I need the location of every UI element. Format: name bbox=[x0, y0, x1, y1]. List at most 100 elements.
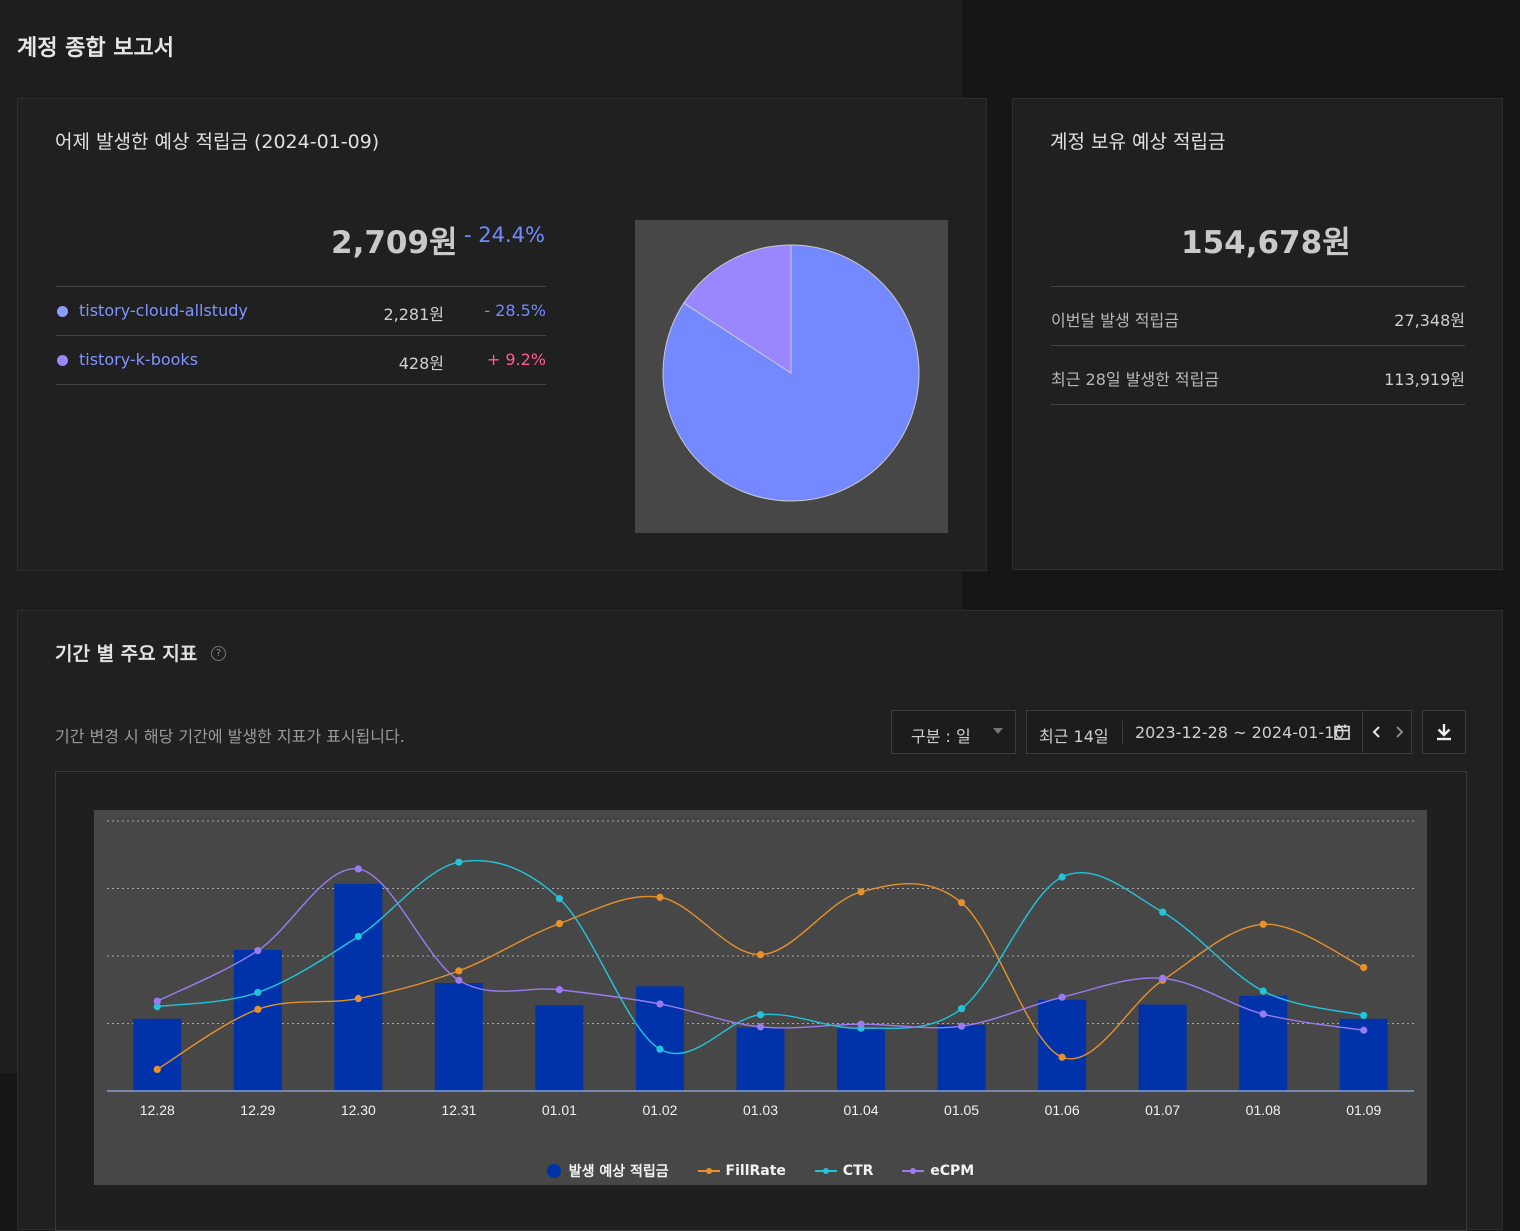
line-point[interactable] bbox=[656, 1000, 664, 1008]
account-list: tistory-cloud-allstudy 2,281원 - 28.5% ti… bbox=[56, 286, 546, 385]
bar[interactable] bbox=[334, 883, 383, 1091]
line-point[interactable] bbox=[254, 947, 262, 955]
chevron-right-icon[interactable] bbox=[1387, 710, 1411, 754]
bar[interactable] bbox=[837, 1028, 886, 1091]
bar[interactable] bbox=[1138, 1004, 1187, 1091]
account-link[interactable]: tistory-k-books bbox=[79, 350, 199, 369]
earnings-pie-chart bbox=[635, 220, 948, 533]
line-point[interactable] bbox=[354, 932, 362, 941]
account-change: + 9.2% bbox=[486, 350, 546, 369]
line-point[interactable] bbox=[1259, 920, 1267, 928]
line-point[interactable] bbox=[857, 888, 865, 896]
account-row: tistory-k-books 428원 + 9.2% bbox=[56, 336, 546, 385]
yesterday-card-title: 어제 발생한 예상 적립금 (2024-01-09) bbox=[55, 131, 380, 153]
line-point[interactable] bbox=[957, 899, 966, 907]
line-point[interactable] bbox=[354, 994, 362, 1003]
line-point[interactable] bbox=[1058, 1053, 1066, 1061]
question-circle-icon[interactable]: ? bbox=[211, 646, 226, 661]
line-point[interactable] bbox=[957, 1022, 966, 1030]
x-tick-label: 12.31 bbox=[441, 1102, 476, 1118]
x-tick-label: 01.03 bbox=[743, 1102, 778, 1118]
legend-item[interactable]: 발생 예상 적립금 bbox=[546, 1161, 669, 1181]
account-amount: 2,281원 bbox=[383, 305, 444, 324]
x-tick-label: 12.30 bbox=[341, 1102, 376, 1118]
legend-label: CTR bbox=[842, 1163, 874, 1179]
line-point[interactable] bbox=[1159, 908, 1167, 916]
line-point[interactable] bbox=[153, 1065, 161, 1073]
holding-row-value: 113,919원 bbox=[1384, 370, 1465, 389]
account-amount: 428원 bbox=[398, 354, 444, 373]
account-change: - 28.5% bbox=[484, 301, 546, 320]
line-point[interactable] bbox=[153, 997, 161, 1005]
bar[interactable] bbox=[1239, 995, 1288, 1091]
line-point[interactable] bbox=[153, 1003, 161, 1011]
line-point[interactable] bbox=[1259, 987, 1267, 995]
line-point[interactable] bbox=[1360, 1026, 1368, 1034]
unit-select[interactable]: 구분 : 일 bbox=[891, 710, 1016, 754]
divider bbox=[1122, 721, 1123, 745]
line-point[interactable] bbox=[756, 951, 765, 959]
x-tick-label: 01.01 bbox=[542, 1102, 577, 1118]
legend-item[interactable]: eCPM bbox=[902, 1163, 974, 1179]
x-tick-label: 01.06 bbox=[1045, 1102, 1080, 1118]
download-button[interactable] bbox=[1422, 710, 1466, 754]
pie-slice[interactable] bbox=[683, 244, 792, 374]
account-row: tistory-cloud-allstudy 2,281원 - 28.5% bbox=[56, 287, 546, 336]
line-point[interactable] bbox=[555, 986, 564, 994]
date-nav bbox=[1362, 710, 1414, 754]
line-point[interactable] bbox=[1159, 974, 1167, 982]
line-point[interactable] bbox=[354, 865, 362, 873]
download-icon bbox=[1437, 724, 1451, 741]
chevron-left-icon[interactable] bbox=[1365, 710, 1389, 754]
bar[interactable] bbox=[937, 1024, 986, 1091]
line-point[interactable] bbox=[1259, 1010, 1267, 1018]
line-point[interactable] bbox=[857, 1020, 865, 1028]
bar[interactable] bbox=[736, 1027, 785, 1091]
bar[interactable] bbox=[434, 983, 483, 1091]
line-point[interactable] bbox=[455, 976, 463, 984]
bar[interactable] bbox=[1038, 999, 1087, 1091]
line-point[interactable] bbox=[1360, 963, 1368, 972]
period-card-title: 기간 별 주요 지표 bbox=[55, 643, 198, 665]
line-point[interactable] bbox=[656, 893, 664, 901]
bar[interactable] bbox=[233, 949, 282, 1091]
x-tick-label: 01.08 bbox=[1246, 1102, 1281, 1118]
holding-earnings-card: 계정 보유 예상 적립금 154,678원 이번달 발생 적립금 27,348원… bbox=[1012, 98, 1503, 570]
holding-row-value: 27,348원 bbox=[1394, 311, 1465, 330]
legend-item[interactable]: FillRate bbox=[697, 1163, 786, 1179]
x-tick-label: 01.02 bbox=[642, 1102, 677, 1118]
line-point[interactable] bbox=[1360, 1011, 1368, 1019]
holding-amount: 154,678원 bbox=[1181, 225, 1351, 261]
line-point[interactable] bbox=[455, 967, 463, 975]
bar[interactable] bbox=[535, 1005, 584, 1091]
line-point[interactable] bbox=[555, 920, 564, 928]
date-range-value[interactable]: 2023-12-28 ~ 2024-01-10 bbox=[1135, 723, 1345, 742]
yesterday-earnings-card: 어제 발생한 예상 적립금 (2024-01-09) 2,709원 - 24.4… bbox=[17, 98, 987, 571]
date-range-picker[interactable]: 최근 14일 2023-12-28 ~ 2024-01-10 bbox=[1026, 710, 1412, 754]
line-point[interactable] bbox=[455, 858, 463, 866]
line-point[interactable] bbox=[254, 988, 262, 997]
line-point[interactable] bbox=[254, 1005, 262, 1013]
x-tick-label: 01.04 bbox=[844, 1102, 879, 1118]
account-link[interactable]: tistory-cloud-allstudy bbox=[79, 301, 248, 320]
line-point[interactable] bbox=[656, 1045, 664, 1053]
caret-down-icon bbox=[993, 728, 1003, 734]
legend-item[interactable]: CTR bbox=[814, 1163, 874, 1179]
holding-list: 이번달 발생 적립금 27,348원 최근 28일 발생한 적립금 113,91… bbox=[1051, 286, 1465, 405]
line-point[interactable] bbox=[1058, 873, 1066, 881]
x-tick-label: 01.05 bbox=[944, 1102, 979, 1118]
chart-container: 12.28 12.29 12.30 12.31 01.01 01.02 01.03 01.04… bbox=[55, 771, 1467, 1231]
legend-marker bbox=[697, 1168, 720, 1174]
calendar-icon[interactable] bbox=[1333, 723, 1351, 741]
bar[interactable] bbox=[133, 1018, 182, 1091]
yesterday-amount: 2,709원 bbox=[331, 225, 458, 261]
line-point[interactable] bbox=[756, 1011, 765, 1019]
line-point[interactable] bbox=[555, 895, 564, 903]
line-point[interactable] bbox=[1058, 993, 1066, 1001]
line-point[interactable] bbox=[957, 1005, 966, 1013]
holding-row: 이번달 발생 적립금 27,348원 bbox=[1051, 287, 1465, 346]
metrics-chart-svg: 12.28 12.29 12.30 12.31 01.01 01.02 01.03 01.04… bbox=[107, 820, 1414, 1118]
legend-marker bbox=[814, 1168, 837, 1174]
line-point[interactable] bbox=[756, 1023, 765, 1031]
date-preset[interactable]: 최근 14일 bbox=[1039, 727, 1109, 746]
